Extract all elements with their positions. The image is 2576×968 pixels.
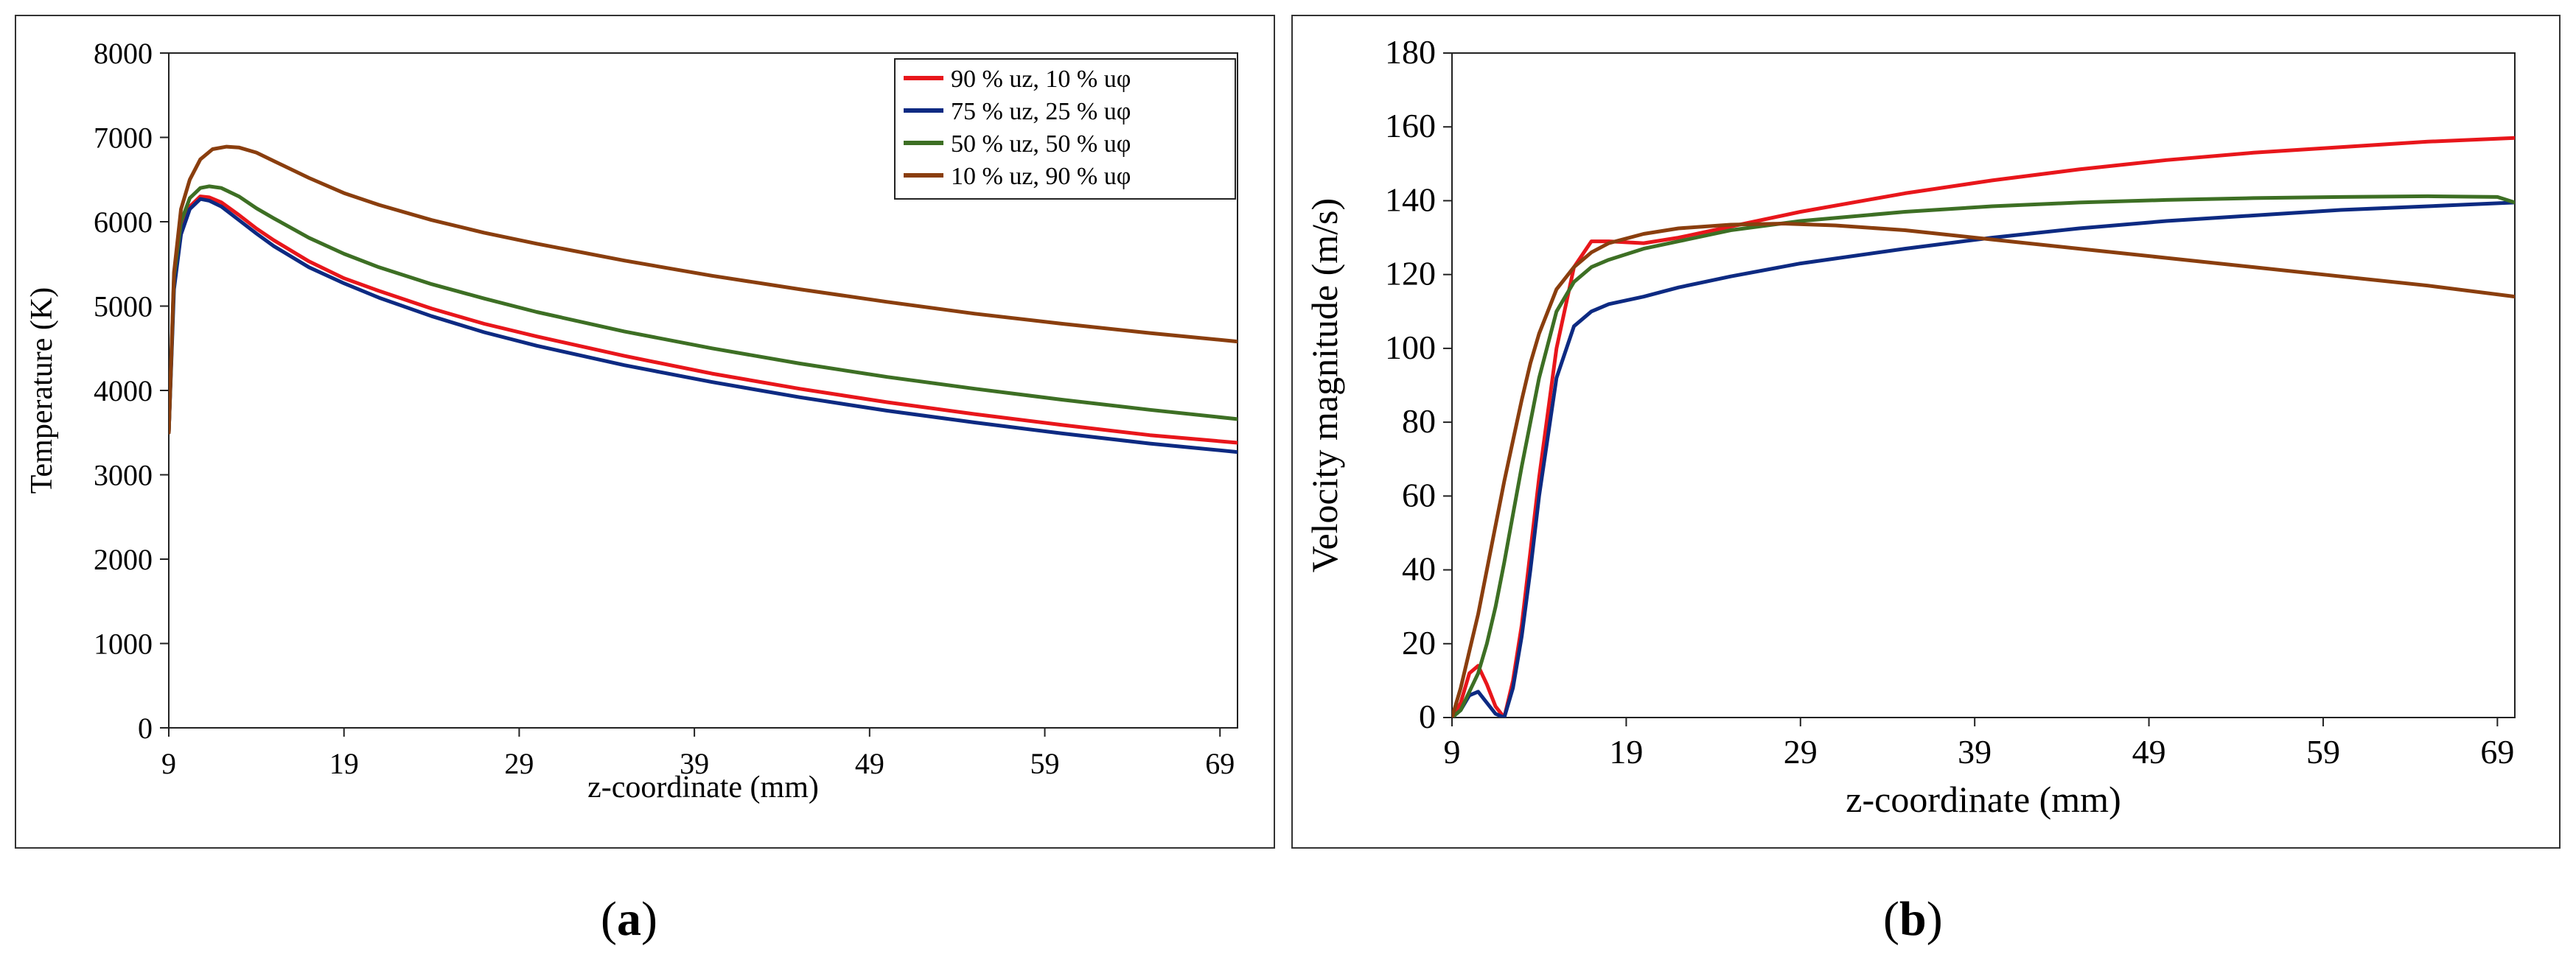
y-tick-label: 60 (1402, 476, 1436, 513)
x-tick-label: 9 (1444, 733, 1461, 771)
y-tick-label: 180 (1385, 33, 1436, 71)
y-tick-label: 140 (1385, 180, 1436, 218)
y-tick-label: 2000 (94, 543, 153, 576)
y-tick-label: 8000 (94, 37, 153, 70)
figure-label-a: (a) (601, 892, 657, 946)
x-tick-label: 59 (1030, 747, 1060, 780)
y-tick-label: 40 (1402, 550, 1436, 588)
x-tick-label: 39 (1958, 733, 1992, 771)
legend-label: 10 % uz, 90 % uφ (951, 163, 1131, 190)
x-tick-label: 39 (680, 747, 709, 780)
y-tick-label: 100 (1385, 329, 1436, 366)
x-tick-label: 19 (1609, 733, 1643, 771)
x-tick-label: 69 (1205, 747, 1235, 780)
x-axis-label: z-coordinate (mm) (1846, 779, 2121, 820)
x-tick-label: 29 (504, 747, 534, 780)
plot-area-frame (1451, 52, 2516, 718)
figure-label-b: (b) (1883, 892, 1943, 946)
y-tick-label: 80 (1402, 402, 1436, 440)
series-line-2 (1452, 194, 2515, 718)
x-tick-label: 19 (329, 747, 359, 780)
x-tick-label: 29 (1784, 733, 1818, 771)
series-line-2 (169, 184, 1238, 435)
series-line-0 (1452, 136, 2515, 718)
panel-b-velocity-chart: 0 20 40 60 80 100 120 140 160 180 9 19 29 39 49 59 69 z-c… (1291, 15, 2561, 849)
temperature-chart-svg: 0 1000 2000 3000 4000 5000 6000 7000 8000 9 19 29 39… (25, 37, 1238, 804)
y-tick-label: 0 (1419, 698, 1436, 735)
y-axis-label: Temperature (K) (25, 287, 59, 494)
series-line-1 (1452, 200, 2515, 718)
x-tick-label: 9 (161, 747, 176, 780)
x-tick-label: 59 (2306, 733, 2340, 771)
panel-a-temperature-chart: 0 1000 2000 3000 4000 5000 6000 7000 8000 9 19 29 39… (15, 15, 1275, 849)
y-tick-label: 120 (1385, 255, 1436, 292)
legend-label: 75 % uz, 25 % uφ (951, 98, 1131, 125)
legend-label: 90 % uz, 10 % uφ (951, 66, 1131, 93)
x-axis-label: z-coordinate (mm) (587, 771, 819, 804)
y-tick-label: 0 (138, 712, 153, 745)
series-line-3 (1452, 222, 2515, 718)
y-tick-label: 7000 (94, 122, 153, 155)
x-tick-label: 49 (2132, 733, 2166, 771)
legend-label: 50 % uz, 50 % uφ (951, 130, 1131, 158)
y-tick-label: 6000 (94, 206, 153, 239)
y-tick-label: 3000 (94, 459, 153, 492)
y-tick-label: 1000 (94, 628, 153, 661)
legend-box (894, 58, 1236, 200)
y-tick-label: 20 (1402, 624, 1436, 662)
series-line-1 (169, 197, 1238, 455)
y-tick-label: 160 (1385, 107, 1436, 144)
x-tick-label: 49 (855, 747, 884, 780)
y-tick-label: 4000 (94, 374, 153, 407)
y-tick-label: 5000 (94, 290, 153, 323)
series-line-3 (169, 144, 1238, 435)
velocity-chart-svg: 0 20 40 60 80 100 120 140 160 180 9 19 29 39 49 59 69 z-c… (1304, 33, 2516, 820)
x-tick-label: 69 (2480, 733, 2514, 771)
series-line-0 (169, 194, 1238, 445)
y-axis-label: Velocity magnitude (m/s) (1304, 198, 1345, 572)
